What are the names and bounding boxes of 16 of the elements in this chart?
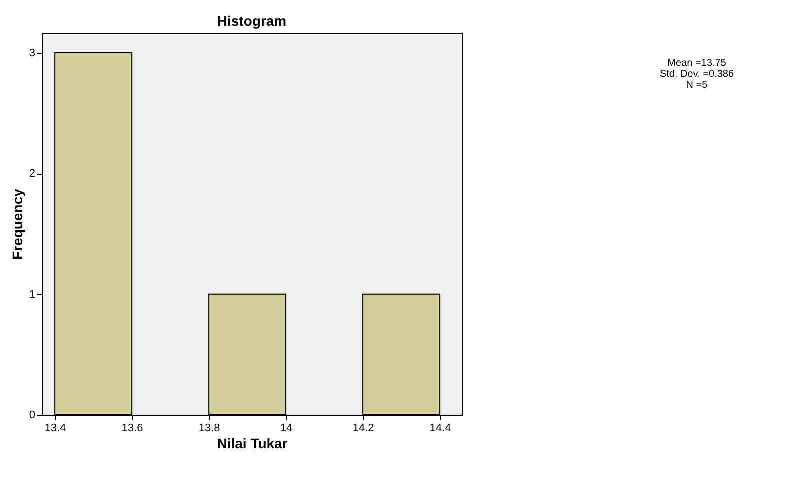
chart-title: Histogram: [217, 13, 287, 29]
y-tick-label: 1: [29, 288, 36, 301]
x-tick-label: 14.4: [430, 422, 452, 434]
x-tick-label: 13.8: [198, 422, 220, 434]
x-tick-label: 13.6: [122, 422, 144, 434]
x-tick-label: 14.2: [352, 422, 374, 434]
text: N =5: [686, 80, 708, 91]
x-axis-title: Nilai Tukar: [217, 436, 288, 452]
x-tick-label: 14: [280, 422, 293, 434]
y-axis-title: Frequency: [9, 188, 26, 260]
x-tick-label: 13.4: [44, 422, 66, 434]
y-tick-label: 0: [29, 410, 36, 422]
y-tick-label: 3: [29, 48, 36, 60]
text: Std. Dev. =0.386: [660, 69, 734, 80]
text: Mean =13.75: [668, 58, 727, 69]
y-tick-label: 2: [29, 168, 36, 180]
